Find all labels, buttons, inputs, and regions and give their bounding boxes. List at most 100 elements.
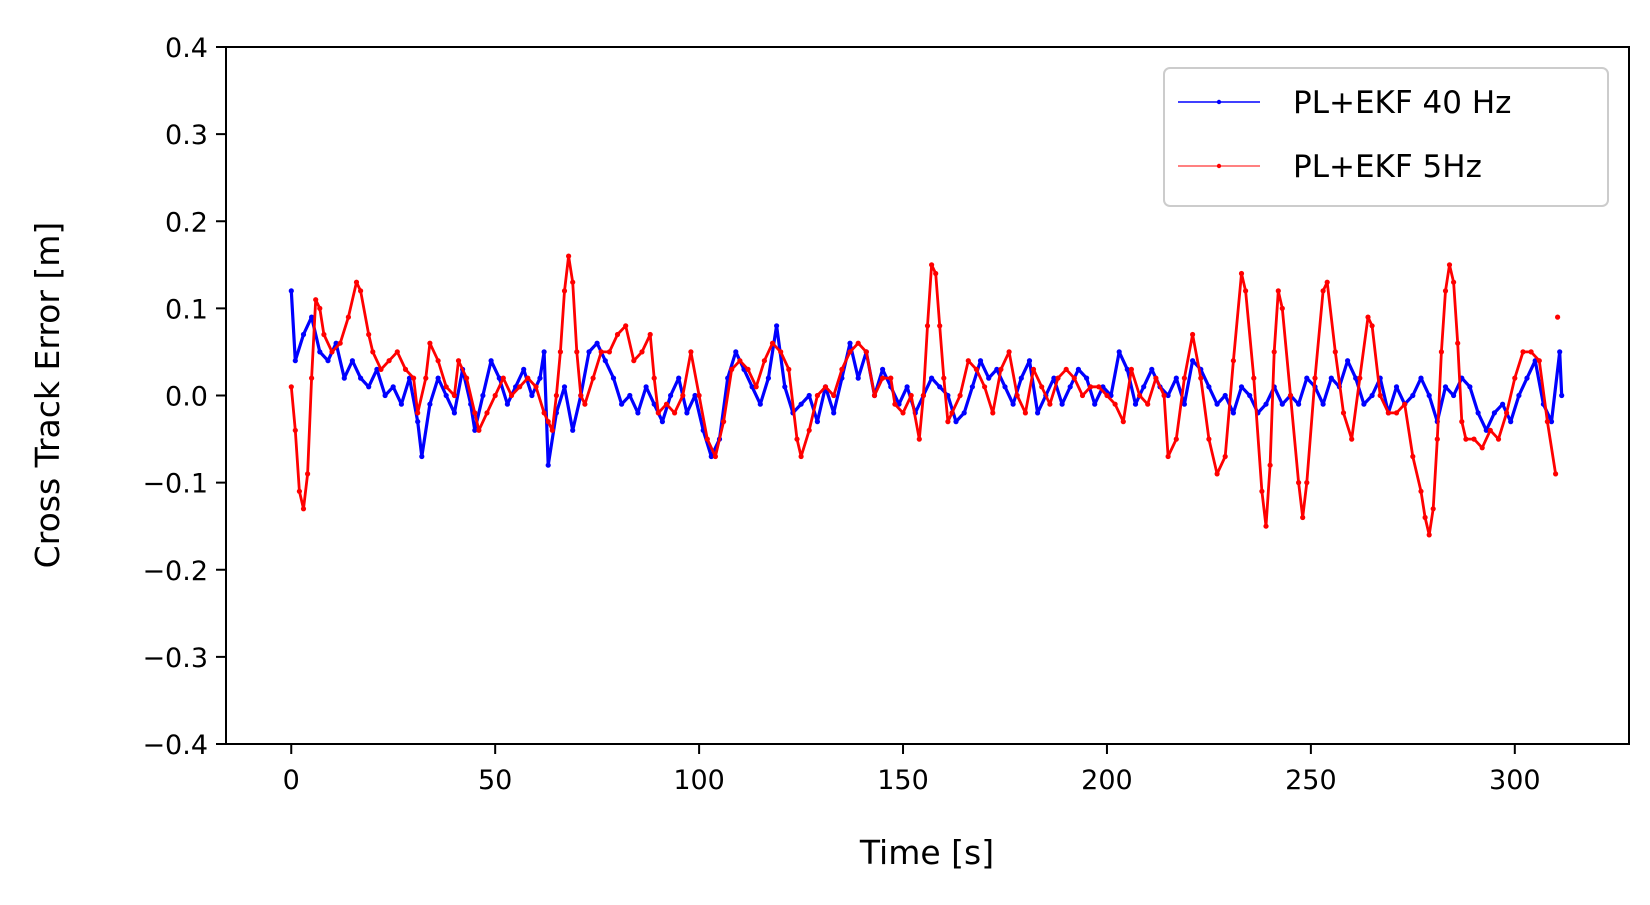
data-point bbox=[292, 358, 298, 364]
data-point bbox=[1287, 392, 1294, 399]
x-tick-label: 0 bbox=[283, 765, 300, 796]
data-point bbox=[1071, 375, 1077, 381]
data-point bbox=[1402, 401, 1408, 407]
y-tick-label: −0.3 bbox=[142, 643, 208, 674]
data-point bbox=[582, 401, 588, 407]
data-point bbox=[1039, 384, 1045, 390]
data-point bbox=[415, 419, 421, 425]
data-point bbox=[1214, 471, 1220, 477]
data-point bbox=[484, 410, 490, 416]
data-point bbox=[961, 410, 967, 416]
data-point bbox=[443, 392, 449, 399]
data-point bbox=[337, 340, 343, 346]
data-point bbox=[1349, 436, 1355, 442]
data-point bbox=[443, 384, 449, 390]
data-point bbox=[427, 340, 433, 346]
data-point bbox=[1475, 410, 1481, 416]
data-point bbox=[908, 392, 914, 399]
data-point bbox=[1508, 419, 1514, 425]
data-point bbox=[1079, 392, 1086, 399]
data-point bbox=[659, 419, 666, 425]
data-point bbox=[1500, 401, 1506, 407]
data-point bbox=[586, 349, 592, 355]
data-point bbox=[374, 366, 380, 372]
data-point bbox=[1124, 366, 1130, 372]
data-point bbox=[1385, 410, 1391, 416]
legend-entries: PL+EKF 40 Hz PL+EKF 5Hz bbox=[1178, 85, 1511, 185]
data-point bbox=[806, 427, 812, 433]
y-tick-label: 0.3 bbox=[165, 120, 208, 151]
data-point bbox=[288, 384, 294, 390]
data-point bbox=[1418, 488, 1424, 494]
data-point bbox=[782, 384, 788, 390]
x-tick-label: 150 bbox=[877, 765, 929, 796]
data-point bbox=[423, 375, 429, 381]
data-point bbox=[1006, 349, 1012, 355]
data-point bbox=[1014, 392, 1020, 399]
data-point bbox=[1357, 375, 1363, 381]
data-point bbox=[398, 401, 404, 407]
data-point bbox=[500, 375, 506, 381]
data-point bbox=[517, 384, 523, 390]
data-point bbox=[631, 358, 637, 364]
data-point bbox=[419, 453, 425, 460]
data-point bbox=[451, 410, 457, 416]
data-point bbox=[358, 375, 364, 381]
data-point bbox=[529, 392, 535, 399]
data-point bbox=[920, 392, 927, 399]
data-point bbox=[288, 288, 294, 294]
data-point bbox=[937, 323, 943, 329]
data-point bbox=[1393, 410, 1400, 416]
data-point bbox=[778, 349, 784, 355]
y-tick-label: −0.2 bbox=[142, 556, 208, 587]
data-point bbox=[1324, 279, 1330, 285]
data-point bbox=[504, 401, 510, 407]
y-axis-ticks: 0.4 0.3 0.2 0.1 0.0 −0.1 −0.2 −0.3 −0.4 bbox=[142, 33, 226, 761]
data-point bbox=[1067, 384, 1073, 390]
data-point bbox=[786, 366, 792, 372]
data-point bbox=[1520, 349, 1526, 355]
data-point bbox=[545, 419, 551, 425]
data-point bbox=[1145, 401, 1151, 407]
data-point bbox=[1320, 288, 1326, 294]
data-point bbox=[929, 262, 935, 268]
legend-label-pl-ekf-40hz: PL+EKF 40 Hz bbox=[1293, 85, 1511, 121]
data-point bbox=[1345, 358, 1351, 364]
data-point bbox=[1418, 375, 1424, 381]
legend-box bbox=[1163, 67, 1609, 207]
x-tick-label: 200 bbox=[1081, 765, 1133, 796]
data-point bbox=[1190, 331, 1196, 338]
data-point bbox=[1137, 392, 1143, 399]
data-point bbox=[1222, 392, 1228, 399]
data-point bbox=[366, 331, 372, 338]
data-point bbox=[753, 384, 759, 390]
data-point bbox=[1112, 401, 1118, 407]
data-point bbox=[1361, 401, 1367, 407]
data-point bbox=[1173, 436, 1179, 442]
data-point bbox=[1267, 462, 1273, 468]
data-point bbox=[676, 375, 682, 381]
data-point bbox=[643, 384, 649, 390]
data-point bbox=[831, 392, 837, 399]
data-point bbox=[1467, 384, 1473, 390]
data-point bbox=[1410, 453, 1416, 460]
data-point bbox=[1243, 288, 1249, 294]
data-point bbox=[390, 384, 396, 390]
data-point bbox=[847, 340, 853, 346]
data-point bbox=[924, 323, 931, 329]
data-point bbox=[366, 384, 372, 390]
data-point bbox=[1451, 392, 1457, 399]
data-point bbox=[1471, 436, 1477, 442]
data-point bbox=[1238, 270, 1245, 277]
data-point bbox=[1430, 506, 1436, 512]
data-point bbox=[704, 436, 710, 442]
data-point bbox=[965, 358, 971, 364]
data-point bbox=[594, 340, 600, 346]
data-point bbox=[488, 358, 494, 364]
data-point bbox=[451, 392, 457, 399]
data-point bbox=[761, 358, 768, 364]
data-point bbox=[1504, 410, 1510, 416]
data-point bbox=[888, 375, 894, 381]
data-point bbox=[561, 288, 568, 294]
